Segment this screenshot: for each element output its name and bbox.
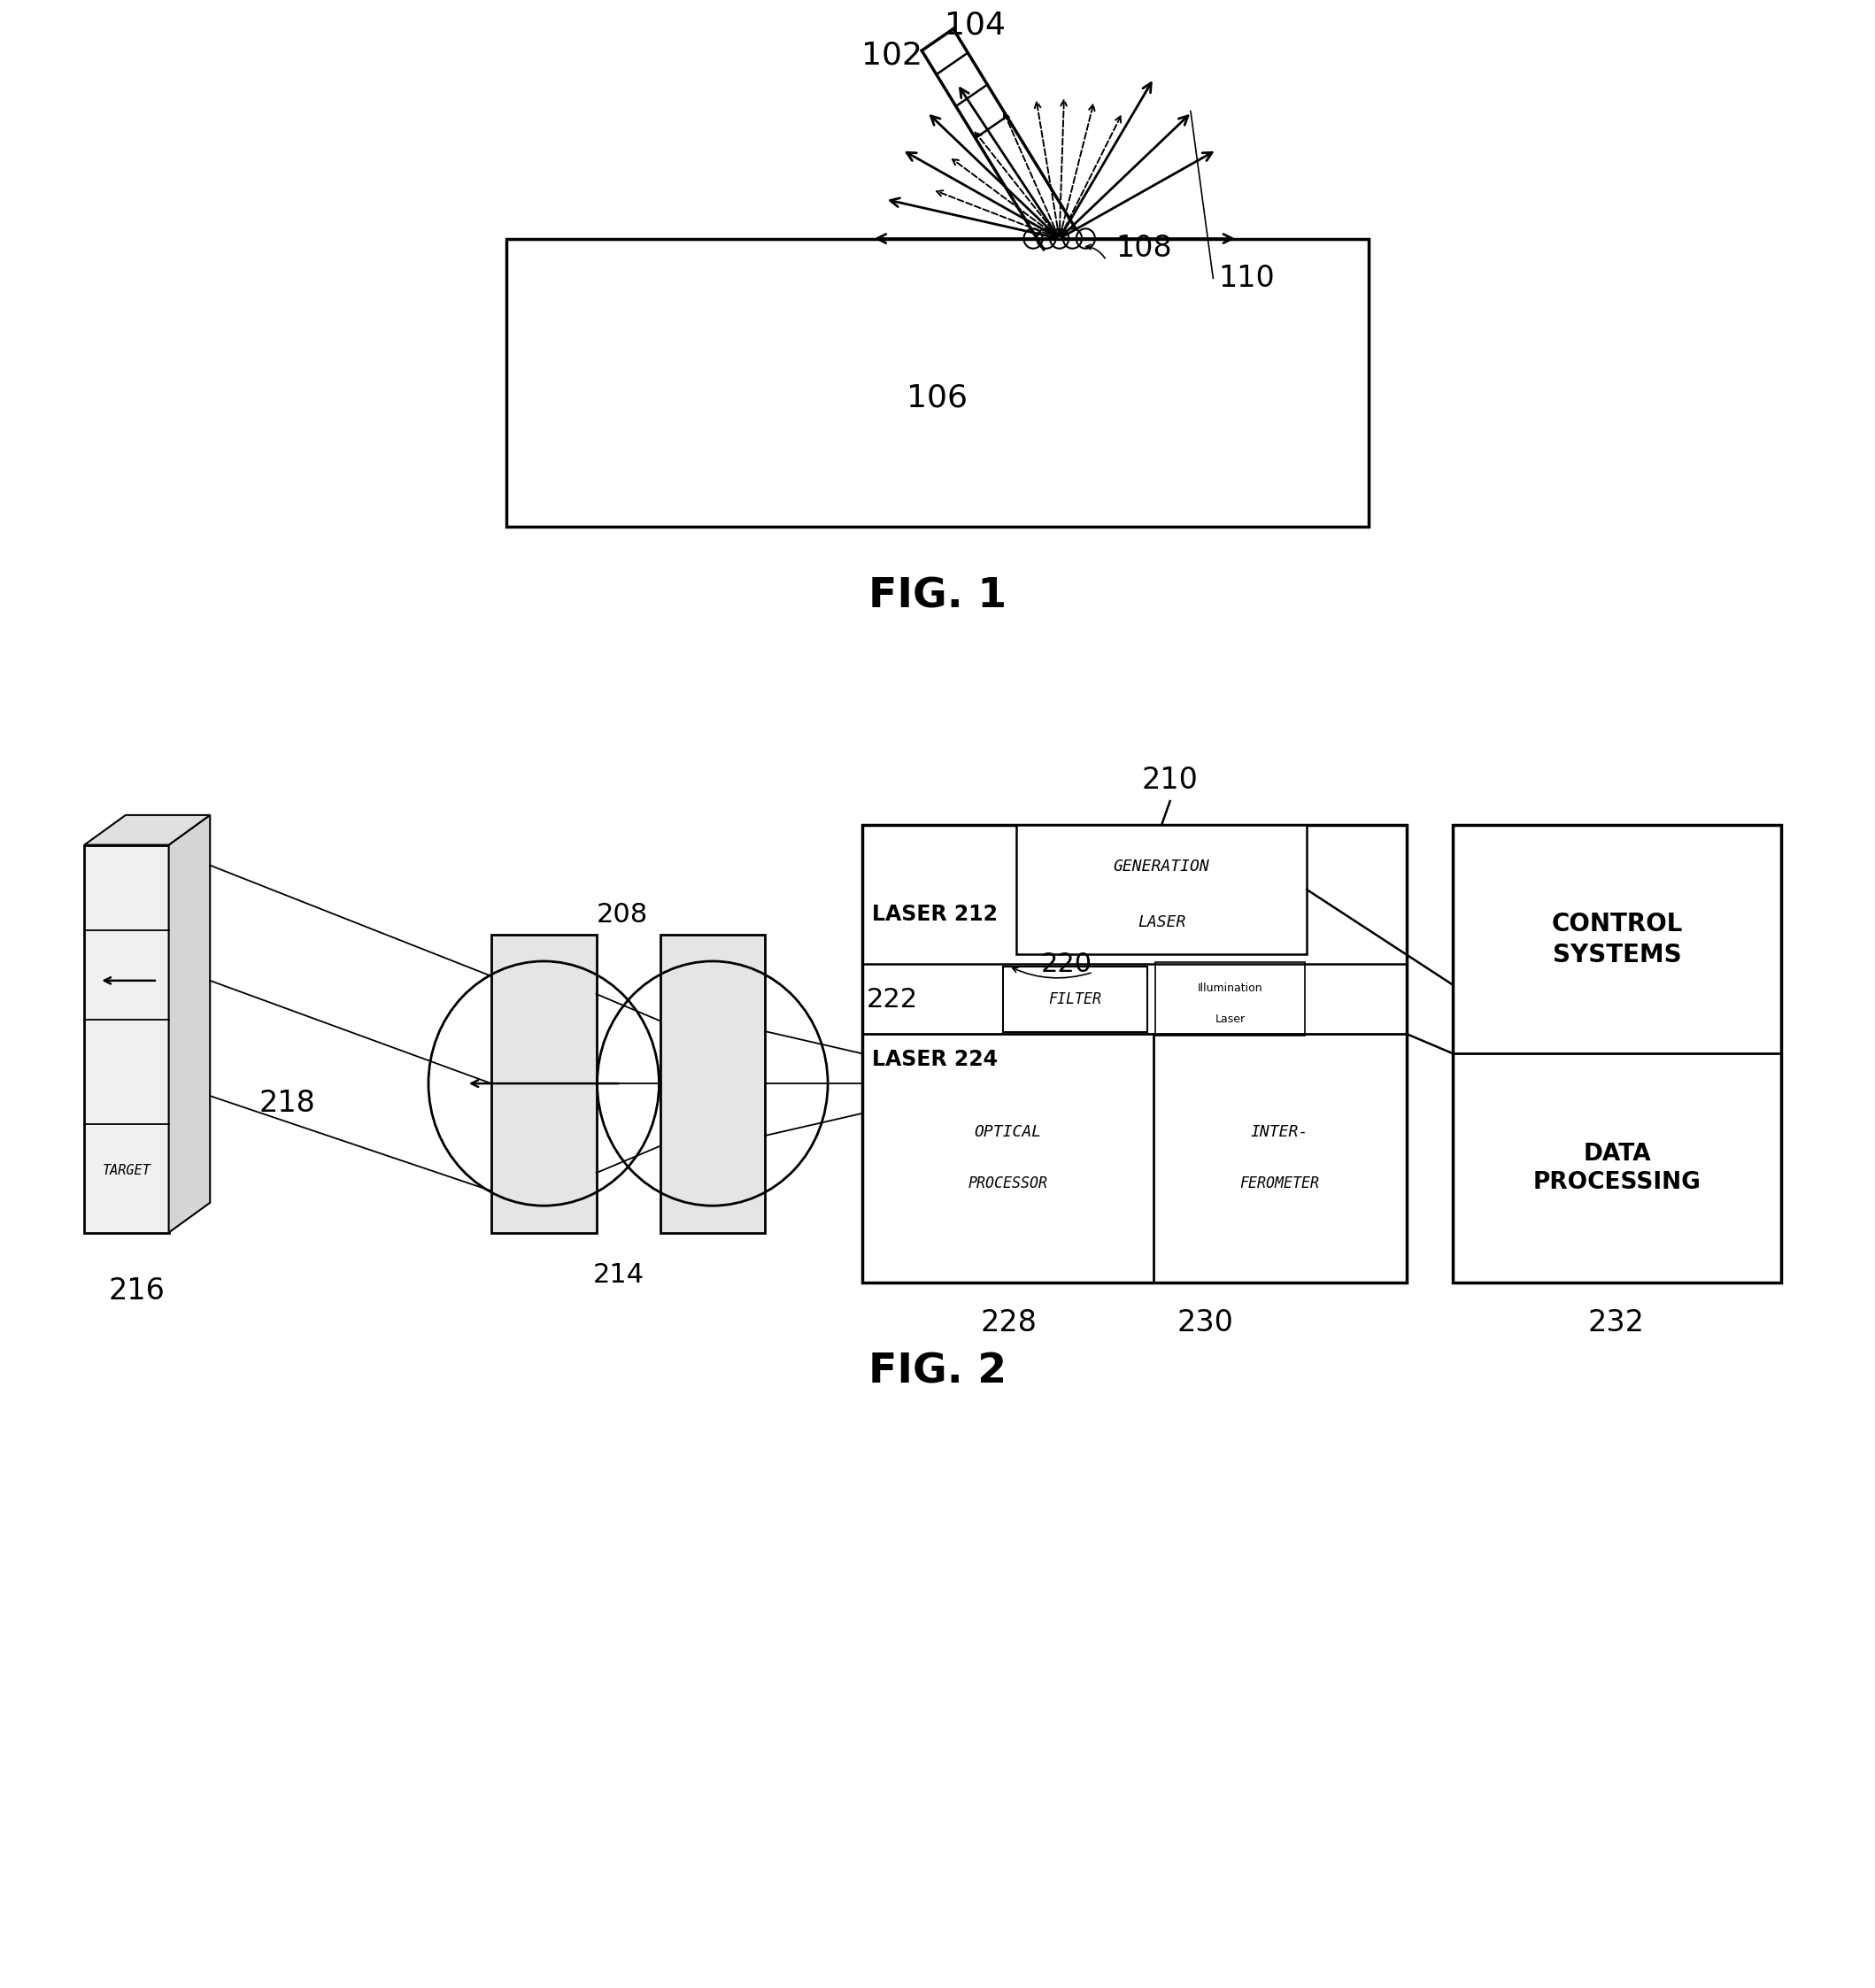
Bar xyxy=(506,239,1369,527)
Text: 220: 220 xyxy=(1041,952,1091,976)
Bar xyxy=(1453,825,1781,1282)
Text: OPTICAL: OPTICAL xyxy=(975,1123,1041,1141)
Text: 216: 216 xyxy=(109,1276,165,1306)
Bar xyxy=(1003,966,1148,1032)
Text: 228: 228 xyxy=(981,1308,1037,1338)
Text: PROCESSOR: PROCESSOR xyxy=(968,1175,1048,1193)
Text: CONTROL
SYSTEMS: CONTROL SYSTEMS xyxy=(1551,912,1684,966)
Text: 208: 208 xyxy=(596,903,649,926)
Bar xyxy=(1155,962,1305,1036)
Text: 214: 214 xyxy=(592,1262,645,1288)
Polygon shape xyxy=(169,815,210,1233)
Text: FILTER: FILTER xyxy=(1048,990,1102,1008)
Text: 104: 104 xyxy=(945,10,1005,40)
Text: FIG. 1: FIG. 1 xyxy=(868,577,1007,616)
Text: 230: 230 xyxy=(1178,1308,1234,1338)
Bar xyxy=(491,934,596,1233)
Bar xyxy=(863,825,1406,1282)
Text: 110: 110 xyxy=(1219,264,1275,292)
Text: INTER-: INTER- xyxy=(1251,1123,1309,1141)
Text: Laser: Laser xyxy=(1215,1014,1245,1026)
Text: 108: 108 xyxy=(1116,235,1172,262)
Text: 232: 232 xyxy=(1588,1308,1644,1338)
Text: GENERATION: GENERATION xyxy=(1114,859,1209,875)
Text: Illumination: Illumination xyxy=(1198,982,1262,994)
Text: 106: 106 xyxy=(908,382,968,414)
Bar xyxy=(1016,825,1307,954)
Polygon shape xyxy=(84,815,210,845)
Text: 102: 102 xyxy=(861,40,923,72)
Text: 218: 218 xyxy=(259,1089,315,1117)
Text: 210: 210 xyxy=(1142,765,1198,795)
Text: LASER 212: LASER 212 xyxy=(872,905,998,924)
Text: LASER 224: LASER 224 xyxy=(872,1050,998,1070)
Text: 222: 222 xyxy=(866,988,917,1012)
Text: TARGET: TARGET xyxy=(103,1163,150,1177)
Text: FIG. 2: FIG. 2 xyxy=(868,1352,1007,1392)
Text: FEROMETER: FEROMETER xyxy=(1239,1175,1320,1193)
Text: DATA
PROCESSING: DATA PROCESSING xyxy=(1534,1143,1701,1193)
Bar xyxy=(660,934,765,1233)
Bar xyxy=(84,845,169,1233)
Text: LASER: LASER xyxy=(1138,914,1185,930)
